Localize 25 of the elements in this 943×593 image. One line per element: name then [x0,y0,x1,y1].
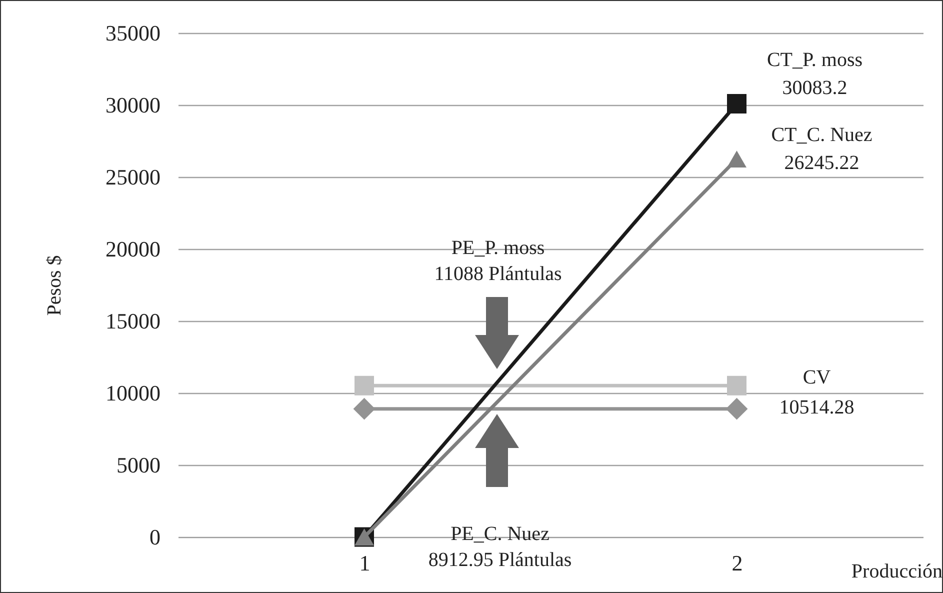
annotation: PE_P. moss 11088 Plántulas [434,237,562,285]
point [727,94,746,114]
point [727,376,746,396]
text: CV [802,366,832,389]
point [354,376,374,396]
y-tick-label: 0 [150,524,160,550]
y-tick-label: 5000 [116,452,160,478]
y-tick-label: 20000 [106,236,160,262]
y-tick-label: 25000 [106,164,160,190]
y-tick-label: 30000 [106,92,160,118]
x-tick-label: 1 [359,550,370,576]
y-axis-title: Pesos $ [44,255,66,316]
point [726,398,748,420]
annotation: PE_C. Nuez 8912.95 Plántulas [428,523,572,571]
y-tick-label: 15000 [106,308,160,334]
series-label: CT_C. Nuez [771,124,872,146]
data-label: 30083.2 [782,76,848,99]
x-tick-label: 2 [732,550,743,576]
data-label: 26245.22 [784,152,860,174]
point [353,398,376,420]
y-tick-label: 10000 [106,380,160,406]
y-tick-label: 35000 [106,20,160,46]
series-label: CT_P. moss [766,48,863,71]
x-axis-title: Producción [851,560,942,582]
data-label: 10514.28 [779,396,854,419]
